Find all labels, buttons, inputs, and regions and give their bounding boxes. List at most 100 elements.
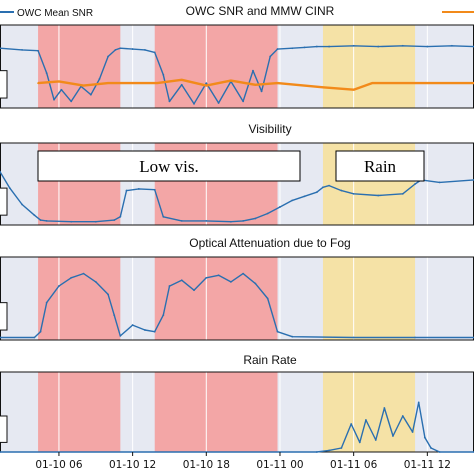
data-point bbox=[279, 206, 281, 208]
data-point bbox=[144, 49, 146, 51]
data-point bbox=[414, 183, 416, 185]
data-point bbox=[205, 220, 208, 222]
data-point bbox=[350, 423, 353, 425]
data-point bbox=[260, 90, 263, 93]
low-vis-label: Low vis. bbox=[139, 157, 199, 176]
data-point bbox=[119, 47, 122, 50]
data-point bbox=[303, 195, 306, 198]
panel-3 bbox=[0, 371, 474, 453]
data-point bbox=[229, 79, 232, 82]
data-point bbox=[205, 276, 208, 279]
data-point bbox=[60, 88, 63, 91]
data-point bbox=[180, 220, 183, 222]
data-point bbox=[168, 285, 171, 287]
data-point bbox=[328, 184, 330, 187]
data-point bbox=[352, 336, 355, 339]
data-point bbox=[414, 336, 416, 339]
data-point bbox=[414, 82, 416, 84]
data-point bbox=[0, 451, 1, 453]
data-point bbox=[291, 199, 294, 202]
x-tick-label: 01-11 12 bbox=[404, 459, 451, 471]
data-point bbox=[144, 82, 146, 84]
data-point bbox=[430, 447, 432, 449]
data-point bbox=[252, 69, 254, 72]
data-point bbox=[438, 451, 441, 453]
data-point bbox=[113, 219, 116, 221]
data-point bbox=[254, 217, 257, 220]
shaded-region-0 bbox=[38, 372, 121, 452]
annotations: Low vis. Rain bbox=[37, 150, 425, 182]
data-point bbox=[21, 203, 24, 206]
x-axis: 01-10 06 01-10 12 01-10 18 01-11 00 01-11 06… bbox=[35, 452, 451, 471]
data-point bbox=[358, 441, 361, 444]
data-point bbox=[401, 415, 404, 417]
data-point bbox=[180, 83, 183, 86]
data-point bbox=[107, 82, 109, 84]
data-point bbox=[94, 281, 97, 283]
data-point bbox=[269, 55, 272, 58]
data-point bbox=[137, 188, 140, 190]
data-point bbox=[82, 272, 85, 275]
data-point bbox=[352, 44, 355, 47]
data-point bbox=[113, 314, 116, 316]
data-point bbox=[33, 336, 36, 339]
data-point bbox=[365, 419, 367, 421]
x-tick-label: 01-11 06 bbox=[330, 459, 378, 471]
data-point bbox=[352, 192, 355, 195]
data-point bbox=[37, 49, 39, 52]
data-point bbox=[131, 82, 134, 84]
data-point bbox=[0, 170, 1, 173]
data-point bbox=[423, 436, 426, 439]
data-point bbox=[328, 45, 330, 48]
data-point bbox=[70, 100, 73, 103]
data-point bbox=[119, 82, 122, 84]
data-point bbox=[291, 335, 294, 338]
data-point bbox=[276, 330, 279, 333]
data-point bbox=[383, 407, 386, 409]
data-point bbox=[131, 48, 134, 50]
data-point bbox=[371, 82, 373, 84]
data-point bbox=[156, 82, 159, 84]
data-point bbox=[303, 46, 306, 49]
data-point bbox=[0, 47, 1, 50]
data-point bbox=[45, 301, 48, 304]
data-point bbox=[242, 272, 245, 275]
legend-owc-label: OWC Mean SNR bbox=[17, 8, 93, 19]
data-point bbox=[39, 330, 42, 333]
low-vis-box bbox=[37, 150, 301, 182]
data-point bbox=[426, 45, 429, 48]
data-point bbox=[411, 431, 414, 433]
data-point bbox=[89, 93, 92, 96]
data-point bbox=[352, 88, 355, 91]
shaded-region-0 bbox=[38, 257, 121, 340]
shaded-region-1 bbox=[154, 372, 278, 452]
data-point bbox=[328, 449, 330, 452]
data-point bbox=[242, 220, 245, 222]
data-point bbox=[340, 447, 343, 449]
data-point bbox=[153, 188, 156, 191]
data-point bbox=[131, 324, 134, 326]
data-point bbox=[322, 186, 324, 189]
data-point bbox=[217, 102, 220, 104]
data-point bbox=[266, 212, 269, 215]
data-point bbox=[98, 78, 101, 80]
data-point bbox=[276, 48, 279, 50]
data-point bbox=[119, 334, 122, 337]
data-point bbox=[392, 435, 394, 437]
data-point bbox=[21, 49, 24, 51]
data-point bbox=[162, 73, 165, 76]
data-point bbox=[53, 98, 55, 101]
shaded-region-2 bbox=[322, 372, 416, 452]
x-tick-label: 01-10 06 bbox=[35, 459, 83, 471]
data-point bbox=[114, 49, 117, 51]
data-point bbox=[70, 220, 73, 223]
x-tick-label: 01-11 00 bbox=[256, 459, 303, 471]
rain-label: Rain bbox=[364, 157, 397, 176]
panel-title: Visibility bbox=[248, 122, 291, 136]
data-point bbox=[45, 72, 48, 75]
data-point bbox=[119, 215, 122, 218]
series-line-0 bbox=[0, 171, 474, 223]
panel-0 bbox=[0, 24, 474, 109]
data-point bbox=[450, 44, 453, 47]
